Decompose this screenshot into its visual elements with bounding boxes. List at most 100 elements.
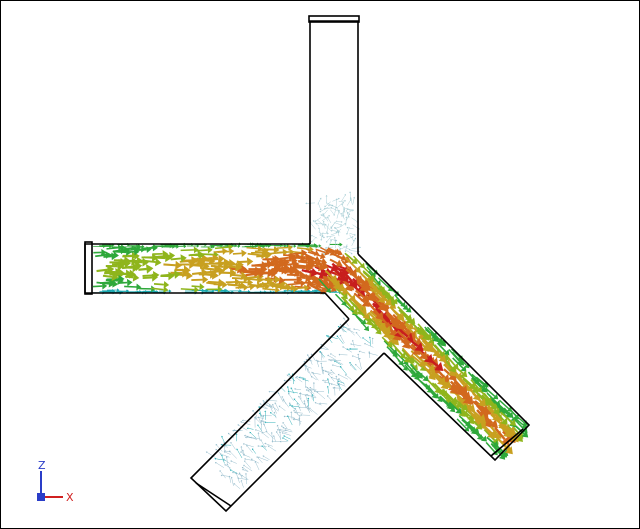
- velocity-arrowhead: [320, 239, 323, 241]
- velocity-arrow: [153, 283, 164, 286]
- velocity-arrowhead: [283, 435, 285, 438]
- velocity-arrowhead: [310, 240, 313, 243]
- velocity-arrow: [397, 300, 409, 310]
- velocity-arrowhead: [243, 464, 245, 467]
- velocity-arrow: [285, 416, 295, 418]
- velocity-arrow: [170, 257, 182, 261]
- velocity-arrowhead: [327, 216, 329, 219]
- velocity-arrowhead: [252, 448, 254, 451]
- velocity-arrowhead: [330, 369, 333, 372]
- velocity-arrowhead: [313, 390, 316, 393]
- velocity-arrowhead: [343, 317, 345, 320]
- velocity-arrowhead: [449, 406, 456, 413]
- axis-triad: Z X: [37, 459, 74, 504]
- velocity-arrow: [457, 389, 468, 400]
- velocity-arrow: [258, 253, 267, 257]
- velocity-arrow: [410, 369, 418, 378]
- velocity-arrow: [418, 357, 431, 369]
- velocity-arrowhead: [281, 432, 284, 434]
- velocity-arrow: [206, 281, 219, 286]
- velocity-arrowhead: [379, 324, 387, 332]
- velocity-arrowhead: [355, 363, 357, 366]
- velocity-arrow: [482, 392, 493, 404]
- velocity-arrowhead: [337, 273, 347, 282]
- velocity-arrow: [306, 386, 311, 390]
- velocity-arrowhead: [316, 391, 319, 394]
- velocity-arrow: [259, 282, 270, 285]
- velocity-arrowhead: [307, 368, 309, 370]
- velocity-arrow: [292, 265, 306, 270]
- velocity-arrow: [287, 416, 293, 426]
- velocity-arrow: [238, 478, 248, 480]
- velocity-arrow: [213, 261, 225, 265]
- velocity-arrowhead: [492, 440, 499, 448]
- velocity-arrowhead: [312, 220, 315, 222]
- velocity-arrowhead: [310, 353, 313, 356]
- velocity-arrowhead: [454, 401, 462, 408]
- velocity-arrowhead: [333, 227, 336, 229]
- velocity-arrowhead: [197, 257, 204, 267]
- velocity-arrowhead: [262, 455, 265, 458]
- velocity-arrowhead: [379, 286, 386, 293]
- velocity-arrowhead: [301, 249, 308, 257]
- velocity-arrow: [331, 370, 336, 375]
- velocity-arrow: [326, 248, 337, 253]
- velocity-arrowhead: [304, 284, 310, 291]
- velocity-arrow: [321, 232, 324, 240]
- velocity-arrow: [286, 273, 300, 277]
- velocity-arrow: [242, 467, 249, 472]
- velocity-arrow: [494, 426, 506, 441]
- velocity-arrow: [385, 312, 395, 324]
- velocity-arrow: [330, 252, 343, 259]
- velocity-arrow: [325, 201, 331, 207]
- velocity-arrowhead: [232, 429, 234, 432]
- velocity-arrowhead: [233, 483, 236, 485]
- velocity-arrowhead: [327, 378, 329, 380]
- velocity-arrowhead: [236, 448, 239, 451]
- velocity-arrowhead: [242, 454, 245, 456]
- velocity-arrowhead: [305, 202, 307, 205]
- velocity-arrowhead: [377, 302, 386, 311]
- velocity-arrow: [342, 204, 346, 213]
- velocity-arrowhead: [244, 458, 246, 460]
- velocity-arrow: [467, 371, 477, 382]
- velocity-arrowhead: [479, 405, 489, 415]
- velocity-arrow: [283, 438, 289, 442]
- velocity-arrow: [142, 246, 154, 250]
- velocity-arrow: [486, 406, 497, 418]
- velocity-arrow: [513, 417, 525, 426]
- velocity-arrowhead: [201, 268, 209, 278]
- velocity-arrow: [433, 382, 443, 393]
- pipe-outlines: [84, 15, 531, 513]
- velocity-arrow: [301, 269, 312, 274]
- velocity-arrowhead: [384, 291, 391, 299]
- velocity-arrow: [300, 377, 306, 379]
- velocity-arrowhead: [348, 248, 351, 251]
- velocity-arrowhead: [112, 280, 119, 288]
- velocity-arrow: [448, 349, 460, 362]
- velocity-arrowhead: [319, 287, 327, 294]
- velocity-arrow: [207, 280, 219, 284]
- velocity-arrow: [294, 418, 302, 422]
- velocity-arrow: [403, 341, 416, 352]
- velocity-arrowhead: [348, 305, 355, 312]
- branch-pipe-lower-left: [189, 318, 385, 513]
- velocity-arrowhead: [294, 388, 296, 390]
- velocity-arrowhead: [309, 407, 311, 410]
- velocity-arrow: [259, 457, 269, 462]
- velocity-arrow: [334, 227, 341, 233]
- velocity-arrow: [233, 472, 243, 476]
- velocity-arrowhead: [129, 269, 137, 279]
- velocity-arrowhead: [245, 436, 247, 439]
- velocity-arrowhead: [330, 376, 333, 379]
- velocity-arrowhead: [261, 445, 264, 448]
- outlet-pipe-lower-right-end-cap: [490, 428, 524, 457]
- velocity-arrowhead: [214, 457, 216, 460]
- velocity-arrowhead: [368, 351, 371, 353]
- velocity-arrow: [323, 222, 326, 229]
- velocity-arrow: [264, 404, 273, 409]
- velocity-arrowhead: [228, 475, 231, 478]
- velocity-arrowhead: [300, 254, 307, 263]
